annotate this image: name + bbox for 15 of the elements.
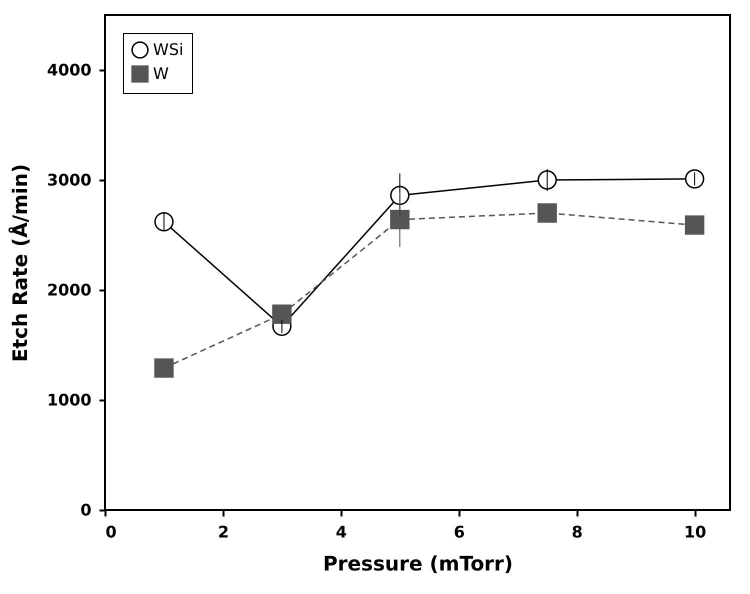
y-axis-title: Etch Rate (Å/min) [8,164,32,362]
x-axis-title: Pressure (mTorr) [322,552,514,576]
y-tick-label: 1000 [46,390,92,410]
x-tick-label: 10 [684,522,706,542]
y-tick-label: 4000 [46,60,92,80]
y-tick-label: 3000 [46,170,92,190]
y-tick-label: 2000 [46,280,92,300]
x-tick-label: 8 [572,522,583,542]
y-tick-label: 0 [80,500,92,520]
legend-label: W [153,64,169,83]
x-tick-label: 2 [218,522,229,542]
legend-label: WSi [153,40,184,59]
x-tick-label: 6 [454,522,465,542]
x-tick-label: 0 [106,522,117,542]
x-tick-label: 4 [336,522,347,542]
